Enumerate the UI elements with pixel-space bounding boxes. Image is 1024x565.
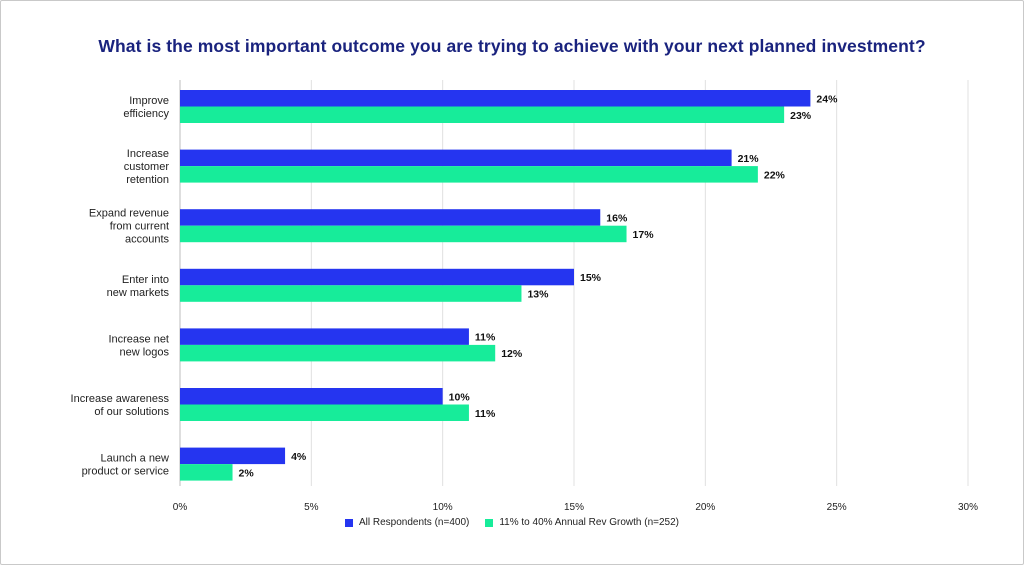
x-tick-label: 30%	[958, 502, 978, 513]
bar	[180, 344, 496, 362]
data-label: 22%	[764, 169, 786, 181]
category-label-line: Increase awareness	[71, 393, 170, 405]
x-tick-label: 15%	[564, 502, 584, 513]
category-label: Launch a new product or service	[82, 453, 169, 478]
category-label-line: Expand revenue	[89, 208, 169, 220]
category-label-line: accounts	[125, 234, 170, 246]
bar	[180, 328, 469, 345]
data-label: 21%	[738, 153, 760, 165]
legend-label-all-respondents: All Respondents (n=400)	[358, 517, 470, 528]
bar	[180, 166, 758, 183]
data-label: 16%	[606, 212, 628, 224]
data-label: 13%	[527, 289, 549, 301]
legend-item-growth: 11% to 40% Annual Rev Growth (n=252)	[485, 517, 679, 528]
category-label-line: retention	[126, 174, 169, 186]
x-tick-label: 20%	[695, 502, 715, 513]
legend-label-growth: 11% to 40% Annual Rev Growth (n=252)	[499, 517, 679, 528]
bar	[180, 404, 469, 421]
legend: All Respondents (n=400) 11% to 40% Annua…	[0, 517, 1024, 528]
data-label: 24%	[816, 93, 838, 105]
data-label: 17%	[633, 229, 655, 241]
category-label-line: from current	[110, 221, 169, 233]
x-tick-label: 0%	[173, 502, 188, 513]
category-label: Expand revenue from current accounts	[89, 208, 170, 246]
bar	[180, 149, 732, 167]
bar	[180, 285, 522, 302]
data-label: 15%	[580, 272, 602, 284]
category-label: Increase awareness of our solutions	[71, 393, 170, 418]
category-label-line: Increase net	[108, 333, 169, 345]
category-label-line: product or service	[82, 466, 169, 478]
legend-swatch-growth	[485, 518, 494, 527]
category-label: Increase customer retention	[124, 148, 170, 186]
category-label-line: new markets	[107, 287, 170, 299]
bar	[180, 106, 785, 123]
bar	[180, 209, 601, 226]
category-label-line: Increase	[127, 148, 169, 160]
bar	[180, 90, 811, 107]
bar	[180, 388, 443, 405]
legend-swatch-all-respondents	[344, 518, 353, 527]
data-label: 10%	[449, 391, 471, 403]
bar	[180, 464, 233, 481]
x-tick-label: 5%	[304, 502, 319, 513]
bar	[180, 268, 574, 286]
category-label-line: efficiency	[123, 108, 169, 120]
category-label-line: Improve	[129, 95, 169, 107]
category-label: Improve efficiency	[123, 95, 169, 120]
category-label-line: new logos	[119, 346, 169, 358]
data-label: 11%	[475, 332, 496, 344]
category-label: Enter into new markets	[107, 274, 170, 299]
data-label: 2%	[239, 467, 255, 479]
data-label: 23%	[790, 110, 812, 122]
category-label: Increase net new logos	[108, 333, 169, 358]
data-label: 11%	[475, 408, 496, 420]
chart-title: What is the most important outcome you a…	[98, 36, 926, 56]
category-label-line: of our solutions	[94, 406, 169, 418]
bar	[180, 447, 286, 465]
category-label-line: Launch a new	[101, 453, 170, 465]
category-label-line: customer	[124, 161, 170, 173]
x-tick-label: 10%	[433, 502, 453, 513]
legend-item-all-respondents: All Respondents (n=400)	[344, 517, 470, 528]
x-tick-label: 25%	[827, 502, 847, 513]
category-label-line: Enter into	[122, 274, 169, 286]
data-label: 4%	[291, 451, 307, 463]
bar	[180, 225, 627, 243]
data-label: 12%	[501, 348, 523, 360]
